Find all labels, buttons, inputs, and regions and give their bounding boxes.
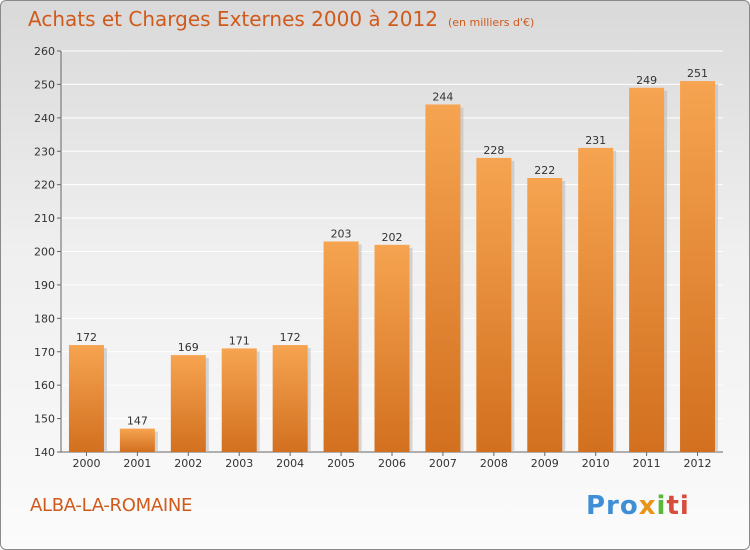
value-label: 147 — [127, 415, 148, 428]
logo-part-2: x — [638, 491, 657, 521]
bar-2010[interactable] — [578, 147, 614, 453]
y-tick-label: 240 — [34, 112, 55, 125]
x-tick-label: 2002 — [174, 457, 202, 470]
value-label: 251 — [687, 67, 708, 80]
value-label: 171 — [229, 334, 250, 347]
y-tick-label: 180 — [34, 312, 55, 325]
value-label: 202 — [382, 231, 403, 244]
x-tick-label: 2009 — [531, 457, 559, 470]
bar-2008[interactable] — [476, 157, 512, 452]
x-tick-label: 2000 — [72, 457, 100, 470]
value-label: 249 — [636, 74, 657, 87]
commune-name: ALBA-LA-ROMAINE — [30, 495, 193, 516]
value-label: 203 — [331, 227, 352, 240]
y-tick-label: 230 — [34, 145, 55, 158]
proxiti-logo[interactable]: Proxiti — [586, 491, 690, 521]
x-tick-label: 2012 — [684, 457, 712, 470]
y-tick-label: 200 — [34, 246, 55, 259]
y-tick-label: 140 — [34, 446, 55, 459]
y-tick-label: 150 — [34, 413, 55, 426]
value-label: 169 — [178, 341, 199, 354]
axes: 140 150 160 170 180 190 200 210 220 230 240 250 260 2… — [34, 45, 723, 470]
bar-2000[interactable] — [68, 345, 104, 452]
value-label: 222 — [534, 164, 555, 177]
chart-subtitle: (en milliers d'€) — [447, 16, 535, 29]
x-tick-label: 2008 — [480, 457, 508, 470]
x-tick-label: 2007 — [429, 457, 457, 470]
bar-2005[interactable] — [323, 241, 359, 452]
x-tick-label: 2011 — [633, 457, 661, 470]
value-label: 172 — [76, 331, 97, 344]
chart-title: Achats et Charges Externes 2000 à 2012 (e… — [28, 7, 534, 31]
logo-part-3: i — [656, 491, 667, 521]
y-tick-label: 220 — [34, 179, 55, 192]
logo-part-4: ti — [666, 491, 690, 521]
value-label: 172 — [280, 331, 301, 344]
x-tick-label: 2006 — [378, 457, 406, 470]
value-label: 244 — [432, 90, 453, 103]
x-tick-label: 2005 — [327, 457, 355, 470]
y-tick-label: 170 — [34, 346, 55, 359]
bars — [68, 81, 719, 453]
bar-2012[interactable] — [680, 81, 716, 452]
x-tick-label: 2001 — [123, 457, 151, 470]
value-label: 231 — [585, 134, 606, 147]
logo-part-1: Pro — [586, 491, 639, 521]
bar-2002[interactable] — [170, 355, 206, 452]
bar-2011[interactable] — [629, 87, 665, 452]
y-tick-label: 250 — [34, 78, 55, 91]
chart-title-text: Achats et Charges Externes 2000 à 2012 — [28, 7, 438, 31]
bar-2009[interactable] — [527, 177, 563, 452]
x-tick-label: 2004 — [276, 457, 304, 470]
bar-2004[interactable] — [272, 345, 308, 452]
x-tick-label: 2003 — [225, 457, 253, 470]
y-tick-label: 210 — [34, 212, 55, 225]
y-tick-label: 190 — [34, 279, 55, 292]
data-labels: 172 147 169 171 172 203 202 244 228 222 231 249 251 — [76, 67, 708, 428]
value-label: 228 — [483, 144, 504, 157]
bar-2003[interactable] — [221, 348, 257, 452]
x-tick-label: 2010 — [582, 457, 610, 470]
y-tick-label: 160 — [34, 379, 55, 392]
bar-2006[interactable] — [374, 244, 410, 452]
y-tick-label: 260 — [34, 45, 55, 58]
bar-2007[interactable] — [425, 104, 461, 452]
bar-2001[interactable] — [119, 428, 155, 452]
